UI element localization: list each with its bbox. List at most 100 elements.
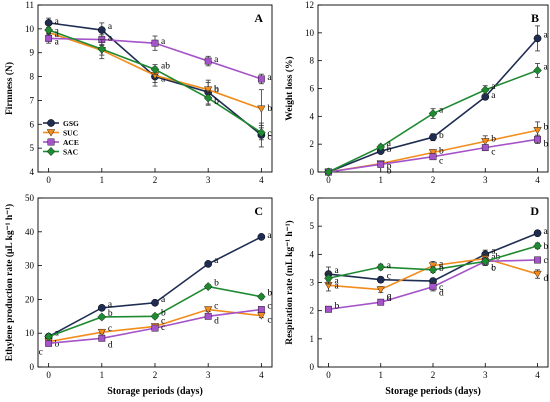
significance-letter: a [439, 106, 444, 116]
significance-letter: b [544, 242, 549, 252]
significance-letter: d [108, 340, 113, 350]
panel-label: D [530, 204, 539, 218]
significance-letter: a [334, 266, 339, 276]
y-tick-label: 10 [25, 24, 35, 34]
data-point-marker [150, 64, 160, 74]
significance-letter: a [214, 256, 219, 266]
data-point-marker [44, 332, 53, 342]
significance-letter: d [544, 274, 549, 284]
legend-label: SUC [63, 128, 78, 137]
data-point-marker [203, 93, 213, 103]
data-point-marker [428, 109, 438, 119]
significance-letter: c [439, 157, 443, 167]
y-tick-label: 11 [25, 0, 34, 10]
x-axis-label: Storage periods (days) [385, 386, 481, 397]
y-tick-label: 4 [310, 249, 315, 259]
significance-letter: b [439, 131, 444, 141]
data-point-marker [533, 127, 542, 135]
data-point-marker [428, 265, 438, 275]
y-tick-label: 4 [310, 111, 315, 121]
significance-letter: c [267, 302, 271, 312]
significance-letter: c [267, 133, 271, 143]
significance-letter: b [214, 85, 219, 95]
data-point-marker [151, 298, 159, 307]
significance-letter: a [267, 231, 272, 241]
x-axis-label: Storage periods (days) [107, 386, 203, 397]
legend-marker [47, 119, 55, 127]
significance-letter: a [439, 260, 444, 270]
y-tick-label: 5 [310, 221, 315, 231]
data-point-marker [428, 149, 438, 157]
data-point-marker [376, 275, 385, 284]
significance-letter: c [491, 148, 495, 158]
y-tick-label: 7 [30, 95, 35, 105]
x-tick-label: 3 [206, 370, 211, 380]
data-point-marker [204, 312, 212, 320]
significance-letter: a [55, 37, 60, 47]
significance-letter: a [108, 34, 113, 44]
data-point-marker [376, 286, 385, 294]
significance-letter: b [55, 340, 60, 350]
x-tick-label: 4 [535, 370, 540, 380]
significance-letter: b [387, 166, 392, 176]
significance-letter: b [491, 263, 496, 273]
y-axis-label: Respiration rate (mL kg⁻¹ h⁻¹) [284, 220, 295, 344]
significance-letter: b [491, 134, 496, 144]
significance-letter: b [267, 289, 272, 299]
data-point-marker [97, 328, 106, 337]
panel-label: B [531, 11, 539, 25]
x-tick-label: 2 [431, 370, 436, 380]
data-point-marker [257, 292, 266, 302]
significance-letter: b [387, 162, 392, 172]
legend-marker [46, 129, 56, 137]
legend-label: ACE [63, 138, 79, 147]
significance-letter: d [387, 294, 392, 304]
y-axis-label: Firmness (N) [4, 62, 15, 115]
significance-letter: a [214, 55, 219, 65]
y-tick-label: 0 [310, 362, 315, 372]
y-tick-label: 8 [310, 56, 315, 66]
significance-letter: d [439, 289, 444, 299]
data-point-marker [150, 311, 160, 321]
data-point-marker [151, 39, 159, 47]
data-point-marker [533, 34, 542, 43]
significance-letter: c [267, 129, 271, 139]
significance-letter: c [267, 316, 271, 326]
x-tick-label: 2 [431, 175, 436, 185]
significance-letter: a [491, 246, 496, 256]
significance-letter: a [334, 276, 339, 286]
plot-frame [317, 4, 549, 173]
data-point-marker [377, 298, 385, 306]
y-tick-label: 0 [310, 167, 315, 177]
data-point-marker [204, 306, 213, 314]
significance-letter: d [214, 316, 219, 326]
data-point-marker [203, 282, 213, 292]
data-point-marker [204, 260, 213, 268]
data-point-marker [533, 270, 542, 279]
data-point-marker [480, 85, 490, 95]
significance-letter: b [214, 279, 219, 289]
data-point-marker [44, 25, 53, 35]
data-point-marker [481, 138, 490, 146]
significance-letter: c [491, 263, 495, 273]
significance-letter: a [387, 139, 392, 149]
x-tick-label: 4 [535, 175, 540, 185]
x-tick-label: 0 [326, 370, 331, 380]
y-tick-label: 20 [25, 294, 35, 304]
x-tick-label: 3 [483, 175, 488, 185]
data-point-marker [97, 44, 107, 54]
significance-letter: a [55, 17, 60, 27]
significance-letter: c [387, 292, 391, 302]
data-point-marker [429, 153, 437, 161]
x-tick-label: 1 [378, 370, 383, 380]
significance-letter: c [39, 347, 43, 357]
significance-letter: b [267, 104, 272, 114]
data-point-marker [376, 142, 386, 152]
